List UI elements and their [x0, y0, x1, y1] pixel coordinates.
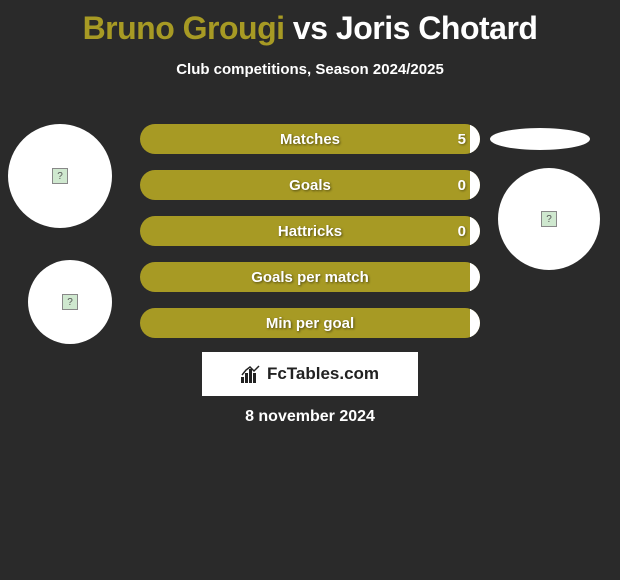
stat-label: Matches [140, 124, 480, 154]
stat-label: Goals [140, 170, 480, 200]
fctables-logo-icon [241, 365, 261, 383]
player-a-name: Bruno Grougi [83, 10, 285, 46]
stat-label: Hattricks [140, 216, 480, 246]
placeholder-icon: ? [541, 211, 557, 227]
stat-bar-goals-per-match: Goals per match [140, 262, 480, 292]
vs-text: vs [285, 10, 336, 46]
page-title: Bruno Grougi vs Joris Chotard [0, 0, 620, 47]
stat-bar-goals: Goals0 [140, 170, 480, 200]
stat-value-right: 0 [458, 216, 466, 246]
avatar-left-bottom: ? [28, 260, 112, 344]
stat-bar-matches: Matches5 [140, 124, 480, 154]
placeholder-icon: ? [52, 168, 68, 184]
stat-bar-min-per-goal: Min per goal [140, 308, 480, 338]
subtitle: Club competitions, Season 2024/2025 [0, 61, 620, 78]
player-b-name: Joris Chotard [336, 10, 538, 46]
avatar-left-top: ? [8, 124, 112, 228]
stat-value-right: 5 [458, 124, 466, 154]
stat-bar-hattricks: Hattricks0 [140, 216, 480, 246]
date-text: 8 november 2024 [0, 408, 620, 426]
stat-label: Goals per match [140, 262, 480, 292]
stat-value-right: 0 [458, 170, 466, 200]
placeholder-icon: ? [62, 294, 78, 310]
stat-label: Min per goal [140, 308, 480, 338]
brand-text: FcTables.com [267, 364, 379, 384]
ellipse-right-top [490, 128, 590, 150]
stats-container: Matches5Goals0Hattricks0Goals per matchM… [140, 124, 480, 354]
avatar-right: ? [498, 168, 600, 270]
brand-box: FcTables.com [202, 352, 418, 396]
